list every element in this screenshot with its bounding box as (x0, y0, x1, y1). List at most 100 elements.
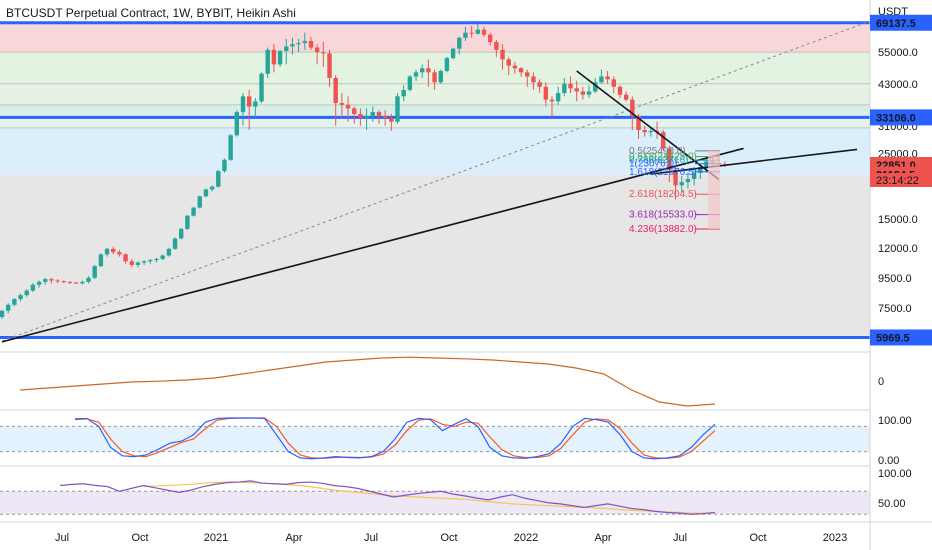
candle[interactable] (389, 117, 394, 122)
candle[interactable] (382, 115, 388, 118)
candle[interactable] (580, 91, 586, 95)
candle[interactable] (469, 32, 474, 34)
candle[interactable] (271, 49, 277, 65)
stoch-k-line[interactable] (74, 417, 716, 460)
trendline[interactable] (1, 147, 744, 343)
candle[interactable] (432, 72, 437, 83)
candle[interactable] (450, 48, 456, 59)
candle[interactable] (86, 277, 91, 282)
candle[interactable] (234, 112, 240, 136)
candle[interactable] (30, 284, 36, 291)
candle[interactable] (623, 94, 629, 100)
candle[interactable] (259, 73, 264, 102)
candle[interactable] (92, 266, 97, 278)
candle[interactable] (463, 32, 468, 38)
candle[interactable] (506, 59, 511, 66)
candle[interactable] (401, 89, 406, 97)
price-axis[interactable]: USDT55000.043000.031000.025000.020000.01… (869, 0, 932, 550)
candle[interactable] (284, 46, 289, 51)
candle[interactable] (24, 290, 29, 296)
candle[interactable] (203, 189, 209, 197)
candle[interactable] (420, 68, 425, 73)
rsi-pane[interactable] (0, 480, 932, 523)
candle[interactable] (172, 238, 178, 249)
candle[interactable] (345, 104, 351, 109)
candle[interactable] (605, 76, 610, 80)
stochastic-pane[interactable] (0, 417, 932, 467)
candle[interactable] (475, 29, 481, 34)
candle[interactable] (630, 99, 635, 116)
candle[interactable] (148, 260, 153, 262)
dotted-trendline[interactable] (1, 20, 871, 342)
candle[interactable] (240, 96, 246, 113)
candle[interactable] (358, 113, 363, 118)
candle[interactable] (407, 76, 413, 90)
candle[interactable] (265, 49, 270, 74)
candle[interactable] (370, 112, 375, 116)
candle[interactable] (685, 178, 691, 183)
candle[interactable] (5, 304, 11, 311)
candle[interactable] (154, 258, 159, 261)
candle[interactable] (494, 42, 499, 50)
price-label-box[interactable] (870, 14, 932, 31)
candle[interactable] (636, 115, 641, 131)
candle[interactable] (222, 159, 227, 172)
candle[interactable] (49, 279, 54, 281)
candle[interactable] (209, 186, 215, 190)
candle[interactable] (18, 295, 23, 300)
candle[interactable] (0, 310, 5, 318)
candle[interactable] (673, 169, 678, 186)
candle[interactable] (599, 76, 604, 83)
candle[interactable] (43, 279, 48, 282)
candle[interactable] (327, 53, 332, 78)
candle[interactable] (555, 93, 561, 102)
candle[interactable] (61, 281, 66, 283)
candle[interactable] (55, 280, 60, 282)
candle[interactable] (691, 172, 697, 179)
candle[interactable] (537, 82, 542, 87)
candle[interactable] (667, 148, 672, 170)
candle[interactable] (586, 91, 592, 95)
candle[interactable] (185, 215, 190, 229)
candle[interactable] (197, 196, 202, 208)
candle[interactable] (98, 254, 104, 267)
candle[interactable] (80, 281, 85, 284)
candle[interactable] (339, 103, 345, 105)
price-label-box[interactable] (870, 109, 932, 126)
candle[interactable] (111, 248, 116, 253)
candle[interactable] (562, 83, 567, 94)
candle[interactable] (593, 82, 598, 92)
candle[interactable] (314, 47, 320, 53)
candle[interactable] (12, 299, 17, 305)
candle[interactable] (352, 108, 357, 114)
candle[interactable] (36, 281, 42, 285)
oscillator-pane[interactable] (0, 356, 932, 411)
candle[interactable] (67, 281, 73, 283)
candle[interactable] (698, 166, 703, 173)
price-label-box[interactable] (870, 329, 932, 346)
candle[interactable] (661, 132, 666, 149)
candle[interactable] (166, 248, 172, 256)
candle[interactable] (512, 65, 518, 69)
candle[interactable] (376, 112, 382, 116)
candle[interactable] (246, 96, 252, 107)
candle[interactable] (574, 88, 579, 92)
stoch-d-line[interactable] (74, 417, 716, 459)
candle[interactable] (531, 76, 536, 83)
candle[interactable] (617, 86, 623, 95)
candle[interactable] (642, 130, 647, 133)
candle[interactable] (500, 49, 505, 60)
candle[interactable] (228, 135, 233, 160)
candle[interactable] (160, 255, 165, 259)
candle[interactable] (290, 44, 295, 47)
candle[interactable] (481, 29, 487, 35)
candle[interactable] (216, 171, 221, 187)
candle[interactable] (364, 115, 369, 118)
rsi-line[interactable] (59, 480, 716, 515)
candle[interactable] (611, 79, 616, 87)
candle[interactable] (438, 70, 443, 83)
candle[interactable] (413, 72, 419, 77)
candle[interactable] (426, 68, 431, 73)
candle[interactable] (395, 96, 400, 122)
candle[interactable] (73, 282, 79, 284)
